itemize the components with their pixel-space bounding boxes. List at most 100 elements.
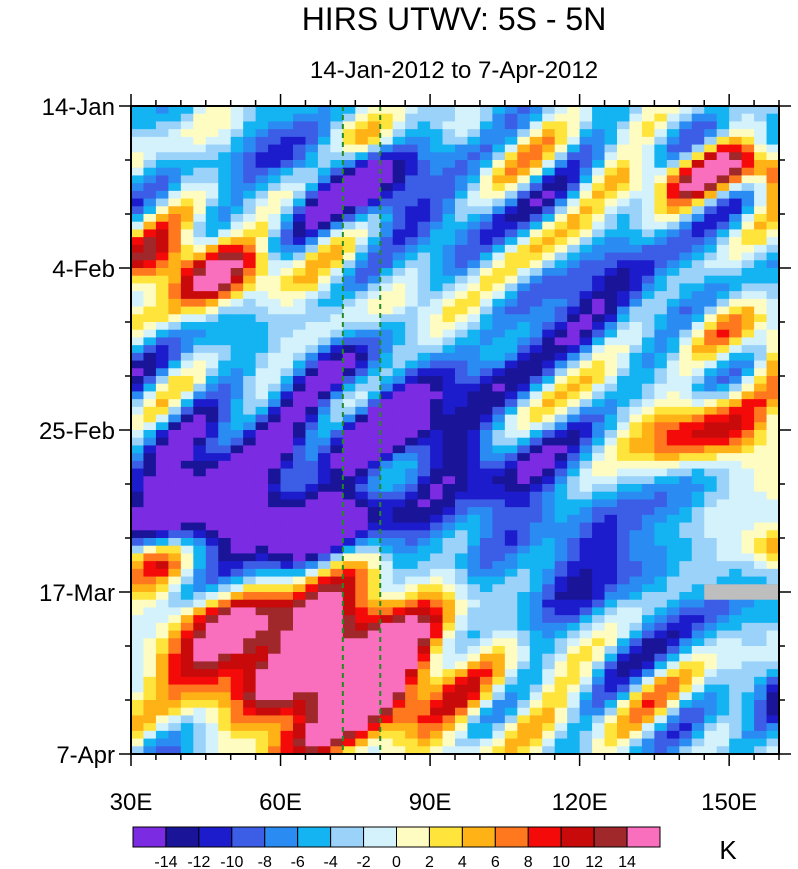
heatmap-cell xyxy=(567,491,581,501)
heatmap-cell xyxy=(604,260,618,269)
heatmap-cell xyxy=(666,638,680,647)
heatmap-cell xyxy=(168,190,182,200)
heatmap-cell xyxy=(280,352,294,362)
heatmap-cell xyxy=(704,152,718,161)
heatmap-cell xyxy=(666,106,680,115)
heatmap-cell xyxy=(230,237,244,246)
heatmap-cell xyxy=(405,160,419,169)
heatmap-cell xyxy=(492,484,506,493)
heatmap-cell xyxy=(342,306,356,315)
heatmap-cell xyxy=(654,491,668,501)
heatmap-cell xyxy=(716,484,730,493)
heatmap-cell xyxy=(666,322,680,331)
heatmap-cell xyxy=(305,244,319,254)
heatmap-cell xyxy=(641,175,655,184)
heatmap-cell xyxy=(704,314,718,323)
heatmap-cell xyxy=(155,638,169,647)
heatmap-cell xyxy=(467,707,481,717)
heatmap-cell xyxy=(479,322,493,331)
heatmap-cell xyxy=(691,568,705,578)
heatmap-cell xyxy=(205,499,219,508)
heatmap-cell xyxy=(641,599,655,609)
heatmap-cell xyxy=(305,167,319,177)
heatmap-cell xyxy=(704,468,718,477)
heatmap-cell xyxy=(754,460,768,470)
heatmap-cell xyxy=(567,630,581,639)
heatmap-cell xyxy=(617,314,631,323)
heatmap-cell xyxy=(492,499,506,508)
heatmap-cell xyxy=(754,268,768,277)
heatmap-cell xyxy=(205,445,219,454)
heatmap-cell xyxy=(592,669,606,678)
heatmap-cell xyxy=(330,476,344,485)
heatmap-cell xyxy=(305,545,319,555)
heatmap-cell xyxy=(355,106,369,115)
heatmap-cell xyxy=(280,260,294,269)
heatmap-cell xyxy=(131,221,145,231)
heatmap-cell xyxy=(380,460,394,470)
heatmap-cell xyxy=(629,661,643,670)
heatmap-cell xyxy=(455,545,469,555)
heatmap-cell xyxy=(766,252,780,261)
heatmap-cell xyxy=(554,291,568,300)
heatmap-cell xyxy=(579,522,593,531)
heatmap-cell xyxy=(716,468,730,477)
heatmap-cell xyxy=(467,337,481,346)
heatmap-cell xyxy=(268,460,282,470)
heatmap-cell xyxy=(218,314,232,323)
heatmap-cell xyxy=(654,553,668,562)
heatmap-cell xyxy=(430,391,444,400)
heatmap-cell xyxy=(554,152,568,161)
heatmap-cell xyxy=(542,399,556,408)
heatmap-cell xyxy=(342,476,356,485)
heatmap-cell xyxy=(280,499,294,508)
heatmap-cell xyxy=(405,445,419,454)
heatmap-cell xyxy=(529,507,543,516)
heatmap-cell xyxy=(180,129,194,138)
heatmap-cell xyxy=(579,460,593,470)
heatmap-cell xyxy=(492,738,506,747)
heatmap-cell xyxy=(529,460,543,470)
heatmap-cell xyxy=(666,669,680,678)
heatmap-cell xyxy=(654,430,668,439)
heatmap-cell xyxy=(417,638,431,647)
heatmap-cell xyxy=(654,445,668,454)
heatmap-cell xyxy=(367,522,381,531)
heatmap-cell xyxy=(592,368,606,377)
colorbar-label: 4 xyxy=(458,854,467,869)
heatmap-cell xyxy=(542,329,556,339)
heatmap-cell xyxy=(193,730,207,740)
heatmap-cell xyxy=(293,700,307,709)
heatmap-cell xyxy=(592,653,606,663)
heatmap-cell xyxy=(542,514,556,524)
heatmap-cell xyxy=(492,468,506,477)
heatmap-cell xyxy=(442,476,456,485)
heatmap-cell xyxy=(355,445,369,454)
heatmap-cell xyxy=(330,198,344,207)
heatmap-cell xyxy=(180,646,194,655)
heatmap-cell xyxy=(567,507,581,516)
heatmap-cell xyxy=(218,152,232,161)
heatmap-cell xyxy=(243,298,257,308)
heatmap-cell xyxy=(180,607,194,616)
heatmap-cell xyxy=(405,453,419,462)
heatmap-cell xyxy=(255,584,269,593)
heatmap-cell xyxy=(131,738,145,747)
heatmap-cell xyxy=(392,568,406,578)
heatmap-cell xyxy=(529,144,543,153)
heatmap-cell xyxy=(492,121,506,130)
heatmap-cell xyxy=(380,615,394,624)
heatmap-cell xyxy=(617,244,631,254)
heatmap-cell xyxy=(579,491,593,501)
heatmap-cell xyxy=(641,190,655,200)
heatmap-cell xyxy=(317,568,331,578)
heatmap-cell xyxy=(230,445,244,454)
heatmap-cell xyxy=(654,568,668,578)
heatmap-cell xyxy=(131,700,145,709)
heatmap-cell xyxy=(255,260,269,269)
heatmap-cell xyxy=(417,144,431,153)
heatmap-cell xyxy=(293,360,307,369)
heatmap-cell xyxy=(567,514,581,524)
heatmap-cell xyxy=(380,499,394,508)
heatmap-cell xyxy=(143,538,157,547)
